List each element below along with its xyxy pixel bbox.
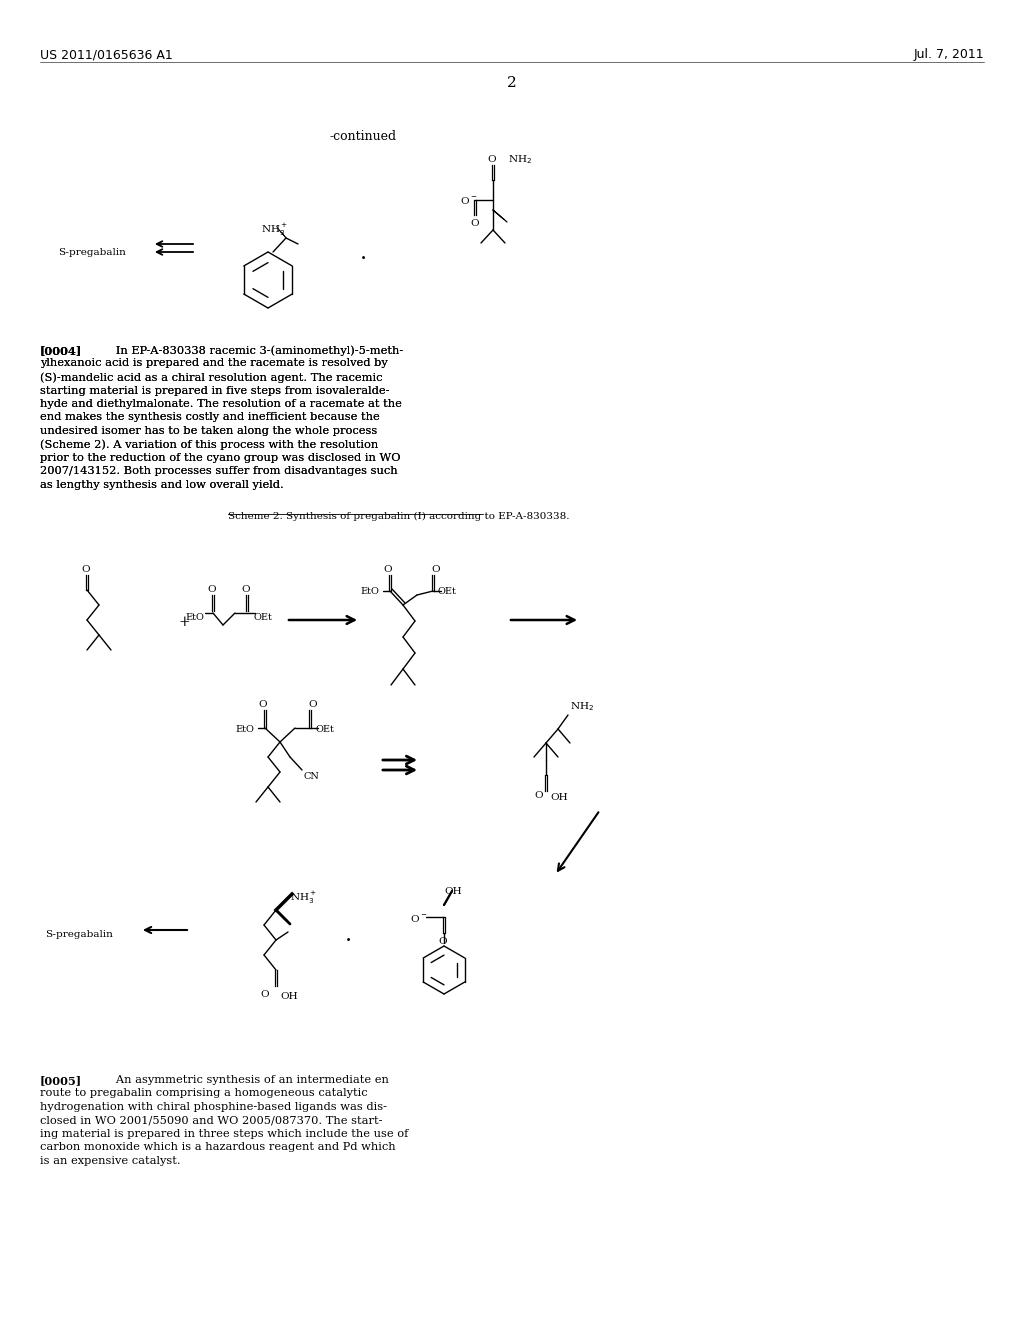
Text: O: O	[431, 565, 439, 574]
Text: +: +	[178, 615, 189, 630]
Text: An asymmetric synthesis of an intermediate en: An asymmetric synthesis of an intermedia…	[105, 1074, 389, 1085]
Text: ylhexanoic acid is prepared and the racemate is resolved by: ylhexanoic acid is prepared and the race…	[40, 359, 388, 368]
Text: [0005]: [0005]	[40, 1074, 82, 1086]
Text: O: O	[438, 937, 446, 946]
Text: Jul. 7, 2011: Jul. 7, 2011	[913, 48, 984, 61]
Text: carbon monoxide which is a hazardous reagent and Pd which: carbon monoxide which is a hazardous rea…	[40, 1143, 395, 1152]
Text: OH: OH	[550, 793, 567, 803]
Text: as lengthy synthesis and low overall yield.: as lengthy synthesis and low overall yie…	[40, 480, 284, 490]
Text: O: O	[241, 585, 250, 594]
Text: O: O	[260, 990, 268, 999]
Text: end makes the synthesis costly and inefficient because the: end makes the synthesis costly and ineff…	[40, 412, 380, 422]
Text: starting material is prepared in five steps from isovaleralde-: starting material is prepared in five st…	[40, 385, 389, 396]
Text: ·: ·	[360, 248, 368, 271]
Text: (S)-mandelic acid as a chiral resolution agent. The racemic: (S)-mandelic acid as a chiral resolution…	[40, 372, 383, 383]
Text: 2007/143152. Both processes suffer from disadvantages such: 2007/143152. Both processes suffer from …	[40, 466, 397, 477]
Text: NH$_2$: NH$_2$	[570, 700, 594, 713]
Text: undesired isomer has to be taken along the whole process: undesired isomer has to be taken along t…	[40, 426, 377, 436]
Text: NH$_2$: NH$_2$	[508, 153, 532, 166]
Text: O$^-$: O$^-$	[410, 913, 427, 924]
Text: OEt: OEt	[316, 725, 335, 734]
Text: O: O	[487, 154, 496, 164]
Text: O: O	[308, 700, 316, 709]
Text: OEt: OEt	[253, 612, 272, 622]
Text: hyde and diethylmalonate. The resolution of a racemate at the: hyde and diethylmalonate. The resolution…	[40, 399, 401, 409]
Text: hydrogenation with chiral phosphine-based ligands was dis-: hydrogenation with chiral phosphine-base…	[40, 1102, 387, 1111]
Text: ing material is prepared in three steps which include the use of: ing material is prepared in three steps …	[40, 1129, 409, 1139]
Text: S-pregabalin: S-pregabalin	[45, 931, 113, 939]
Text: starting material is prepared in five steps from isovaleralde-: starting material is prepared in five st…	[40, 385, 389, 396]
Text: CN: CN	[304, 772, 319, 781]
Text: O: O	[207, 585, 216, 594]
Text: 2007/143152. Both processes suffer from disadvantages such: 2007/143152. Both processes suffer from …	[40, 466, 397, 477]
Text: O: O	[81, 565, 90, 574]
Text: US 2011/0165636 A1: US 2011/0165636 A1	[40, 48, 173, 61]
Text: as lengthy synthesis and low overall yield.: as lengthy synthesis and low overall yie…	[40, 480, 284, 490]
Text: (Scheme 2). A variation of this process with the resolution: (Scheme 2). A variation of this process …	[40, 440, 378, 450]
Text: [0004]: [0004]	[40, 345, 82, 356]
Text: In EP-A-830338 racemic 3-(aminomethyl)-5-meth-: In EP-A-830338 racemic 3-(aminomethyl)-5…	[105, 345, 403, 355]
Text: NH$_3^+$: NH$_3^+$	[290, 890, 317, 906]
Text: (S)-mandelic acid as a chiral resolution agent. The racemic: (S)-mandelic acid as a chiral resolution…	[40, 372, 383, 383]
Text: EtO: EtO	[360, 587, 379, 597]
Text: EtO: EtO	[185, 612, 204, 622]
Text: OH: OH	[280, 993, 298, 1001]
Text: ylhexanoic acid is prepared and the racemate is resolved by: ylhexanoic acid is prepared and the race…	[40, 359, 388, 368]
Text: OH: OH	[444, 887, 462, 896]
Text: prior to the reduction of the cyano group was disclosed in WO: prior to the reduction of the cyano grou…	[40, 453, 400, 463]
Text: O: O	[534, 791, 543, 800]
Text: prior to the reduction of the cyano group was disclosed in WO: prior to the reduction of the cyano grou…	[40, 453, 400, 463]
Text: hyde and diethylmalonate. The resolution of a racemate at the: hyde and diethylmalonate. The resolution…	[40, 399, 401, 409]
Text: [0004]: [0004]	[40, 345, 82, 356]
Text: closed in WO 2001/55090 and WO 2005/087370. The start-: closed in WO 2001/55090 and WO 2005/0873…	[40, 1115, 383, 1126]
Text: Scheme 2. Synthesis of pregabalin (I) according to EP-A-830338.: Scheme 2. Synthesis of pregabalin (I) ac…	[228, 512, 569, 521]
Text: S-pregabalin: S-pregabalin	[58, 248, 126, 257]
Text: ·: ·	[345, 931, 352, 952]
Text: O$^-$: O$^-$	[460, 195, 477, 206]
Text: O: O	[470, 219, 478, 228]
Text: NH$_3^+$: NH$_3^+$	[260, 222, 288, 238]
Text: OEt: OEt	[437, 587, 456, 597]
Text: end makes the synthesis costly and inefficient because the: end makes the synthesis costly and ineff…	[40, 412, 380, 422]
Text: (Scheme 2). A variation of this process with the resolution: (Scheme 2). A variation of this process …	[40, 440, 378, 450]
Text: EtO: EtO	[234, 725, 254, 734]
Text: 2: 2	[507, 77, 517, 90]
Text: undesired isomer has to be taken along the whole process: undesired isomer has to be taken along t…	[40, 426, 377, 436]
Text: In EP-A-830338 racemic 3-(aminomethyl)-5-meth-: In EP-A-830338 racemic 3-(aminomethyl)-5…	[105, 345, 403, 355]
Text: O: O	[258, 700, 266, 709]
Text: -continued: -continued	[330, 129, 397, 143]
Text: O: O	[383, 565, 391, 574]
Text: route to pregabalin comprising a homogeneous catalytic: route to pregabalin comprising a homogen…	[40, 1089, 368, 1098]
Text: is an expensive catalyst.: is an expensive catalyst.	[40, 1156, 180, 1166]
